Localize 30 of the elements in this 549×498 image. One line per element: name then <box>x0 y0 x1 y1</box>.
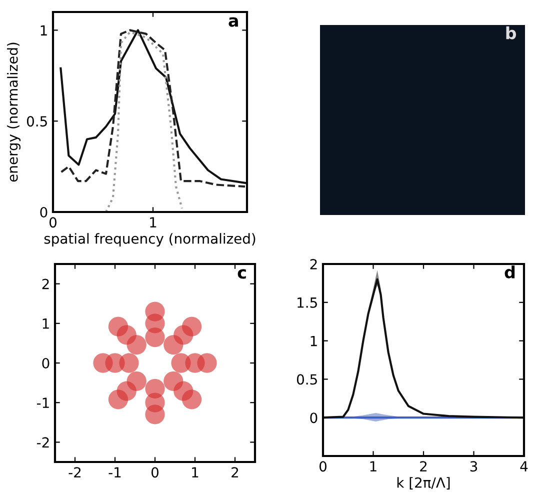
y-tick-label: -2 <box>36 437 49 448</box>
y-tick-label: 2 <box>310 258 317 270</box>
chart-title: a <box>228 17 238 27</box>
chart-title: d <box>504 266 515 278</box>
chart-title: c <box>238 269 246 279</box>
x-tick-label: 0 <box>319 461 326 472</box>
x-tick-label: 1 <box>370 461 376 472</box>
y-tick-label: 0 <box>42 358 50 368</box>
x-axis-title: spatial frequency (normalized) <box>44 233 256 247</box>
y-tick-label: -1 <box>36 398 49 408</box>
y-tick-label: 0 <box>40 206 48 218</box>
y-tick-label: 1.5 <box>298 298 317 308</box>
y-tick-label: 0.5 <box>26 116 47 127</box>
x-tick-label: -2 <box>68 467 81 478</box>
x-tick-label: 2 <box>420 461 427 472</box>
y-tick-label: 1 <box>310 336 317 346</box>
y-tick-label: 0 <box>310 412 318 424</box>
y-tick-label: 0.5 <box>296 374 317 385</box>
y-tick-label: 1 <box>42 318 49 329</box>
y-axis-title: energy (normalized) <box>7 42 20 182</box>
x-tick-label: 2 <box>232 467 238 478</box>
x-tick-label: 4 <box>520 461 528 472</box>
x-tick-label: 3 <box>470 461 478 472</box>
x-tick-label: 1 <box>192 467 198 478</box>
y-tick-label: 1 <box>40 25 47 36</box>
x-tick-label: 0 <box>151 467 158 478</box>
x-tick-label: -1 <box>108 467 121 478</box>
y-tick-label: 2 <box>42 278 49 290</box>
text: b <box>506 26 516 40</box>
x-axis-title: k [2π/Λ] <box>397 477 450 490</box>
